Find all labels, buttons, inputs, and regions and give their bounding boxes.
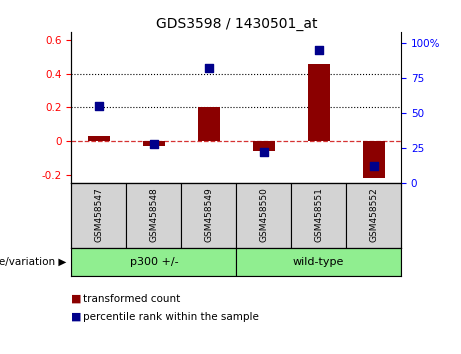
Bar [88, 136, 110, 141]
Title: GDS3598 / 1430501_at: GDS3598 / 1430501_at [155, 17, 317, 31]
Point [260, 149, 267, 155]
Text: GSM458549: GSM458549 [204, 187, 213, 242]
Text: ■: ■ [71, 312, 82, 321]
Bar [71, 249, 236, 276]
Bar [363, 141, 384, 178]
Bar [236, 249, 401, 276]
Point [370, 163, 377, 169]
Bar [181, 183, 236, 249]
Bar [198, 107, 220, 141]
Text: GSM458552: GSM458552 [369, 187, 378, 242]
Point [95, 103, 103, 109]
Bar [307, 64, 330, 141]
Text: percentile rank within the sample: percentile rank within the sample [83, 312, 259, 321]
Point [315, 47, 322, 53]
Bar [71, 183, 126, 249]
Text: GSM458551: GSM458551 [314, 187, 323, 242]
Text: wild-type: wild-type [293, 257, 344, 267]
Point [150, 141, 158, 147]
Bar [253, 141, 275, 151]
Text: transformed count: transformed count [83, 294, 180, 304]
Bar [346, 183, 401, 249]
Text: p300 +/-: p300 +/- [130, 257, 178, 267]
Text: GSM458547: GSM458547 [95, 187, 103, 242]
Bar [236, 183, 291, 249]
Text: GSM458548: GSM458548 [149, 187, 159, 242]
Bar [291, 183, 346, 249]
Point [205, 65, 213, 71]
Text: GSM458550: GSM458550 [259, 187, 268, 242]
Text: genotype/variation ▶: genotype/variation ▶ [0, 257, 67, 267]
Bar [143, 141, 165, 146]
Bar [126, 183, 181, 249]
Text: ■: ■ [71, 294, 82, 304]
